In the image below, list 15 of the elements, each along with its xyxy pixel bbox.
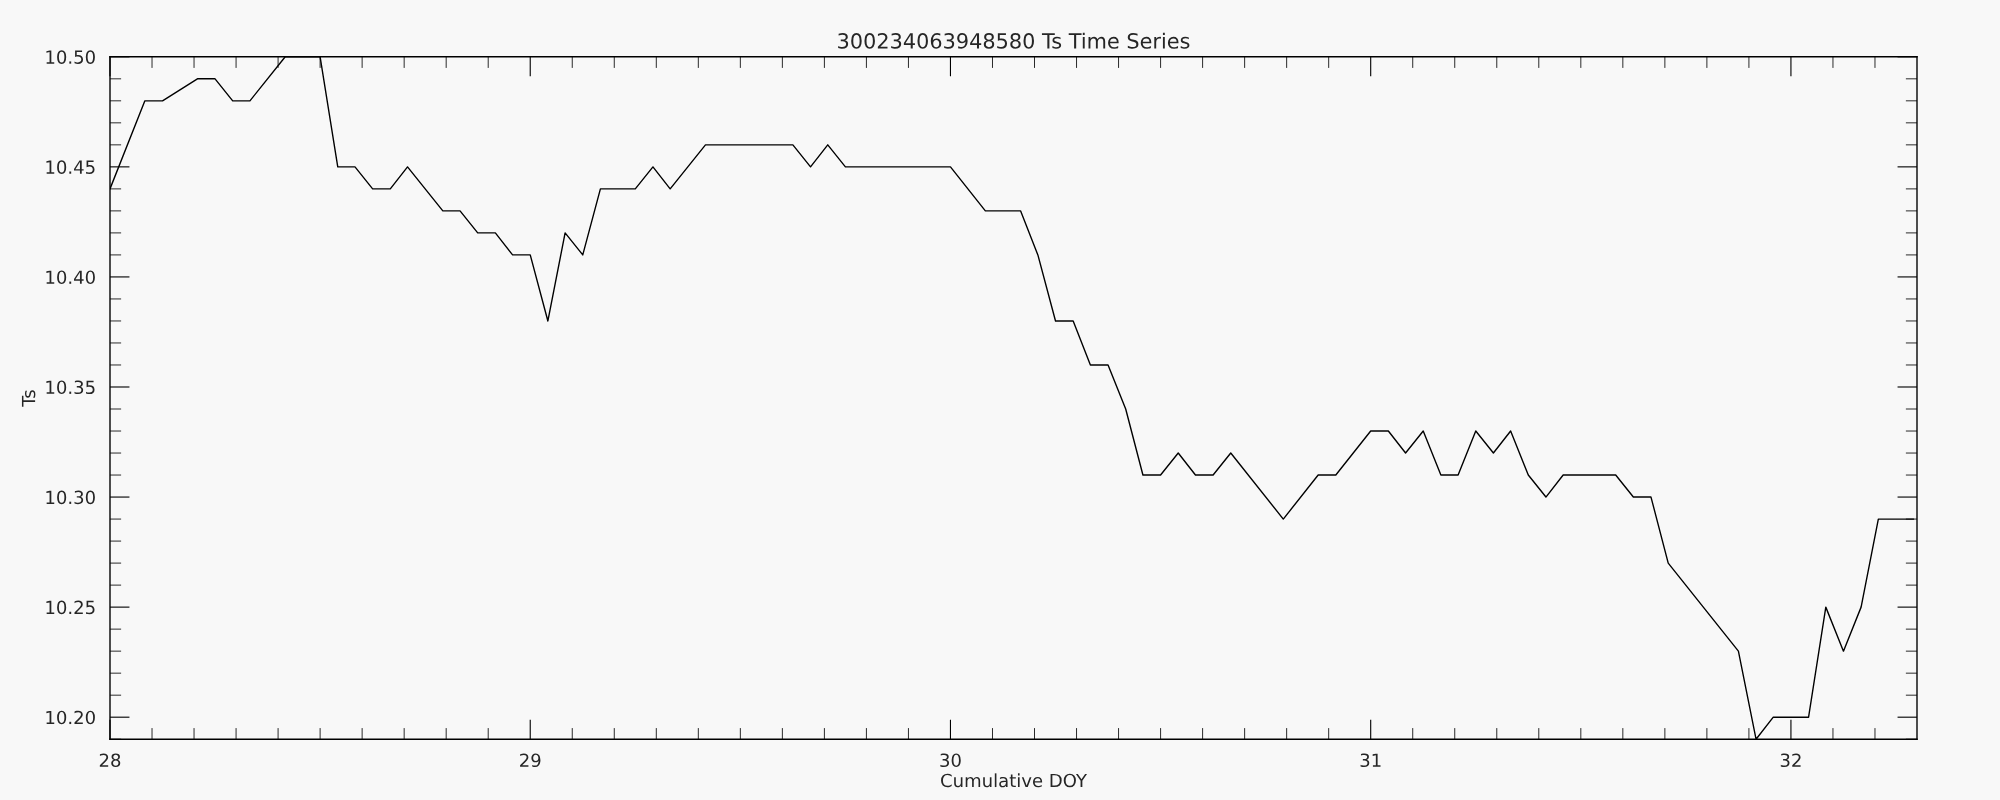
y-tick-label: 10.45	[46, 160, 95, 174]
chart-title: 300234063948580 Ts Time Series	[838, 32, 1190, 49]
x-tick-label: 32	[1780, 753, 1801, 768]
y-tick-label: 10.20	[46, 710, 95, 725]
y-tick-label: 10.50	[46, 50, 95, 64]
x-tick-label: 30	[940, 753, 961, 768]
x-tick-label: 28	[99, 753, 121, 768]
x-tick-label: 31	[1360, 753, 1381, 768]
y-tick-label: 10.40	[46, 270, 95, 285]
y-axis-title: Ts	[21, 390, 36, 407]
y-tick-label: 10.25	[46, 600, 95, 615]
y-tick-label: 10.35	[46, 380, 95, 395]
y-tick-label: 10.30	[46, 490, 95, 505]
x-tick-label: 29	[520, 753, 541, 768]
x-axis-title: Cumulative DOY	[941, 773, 1088, 788]
